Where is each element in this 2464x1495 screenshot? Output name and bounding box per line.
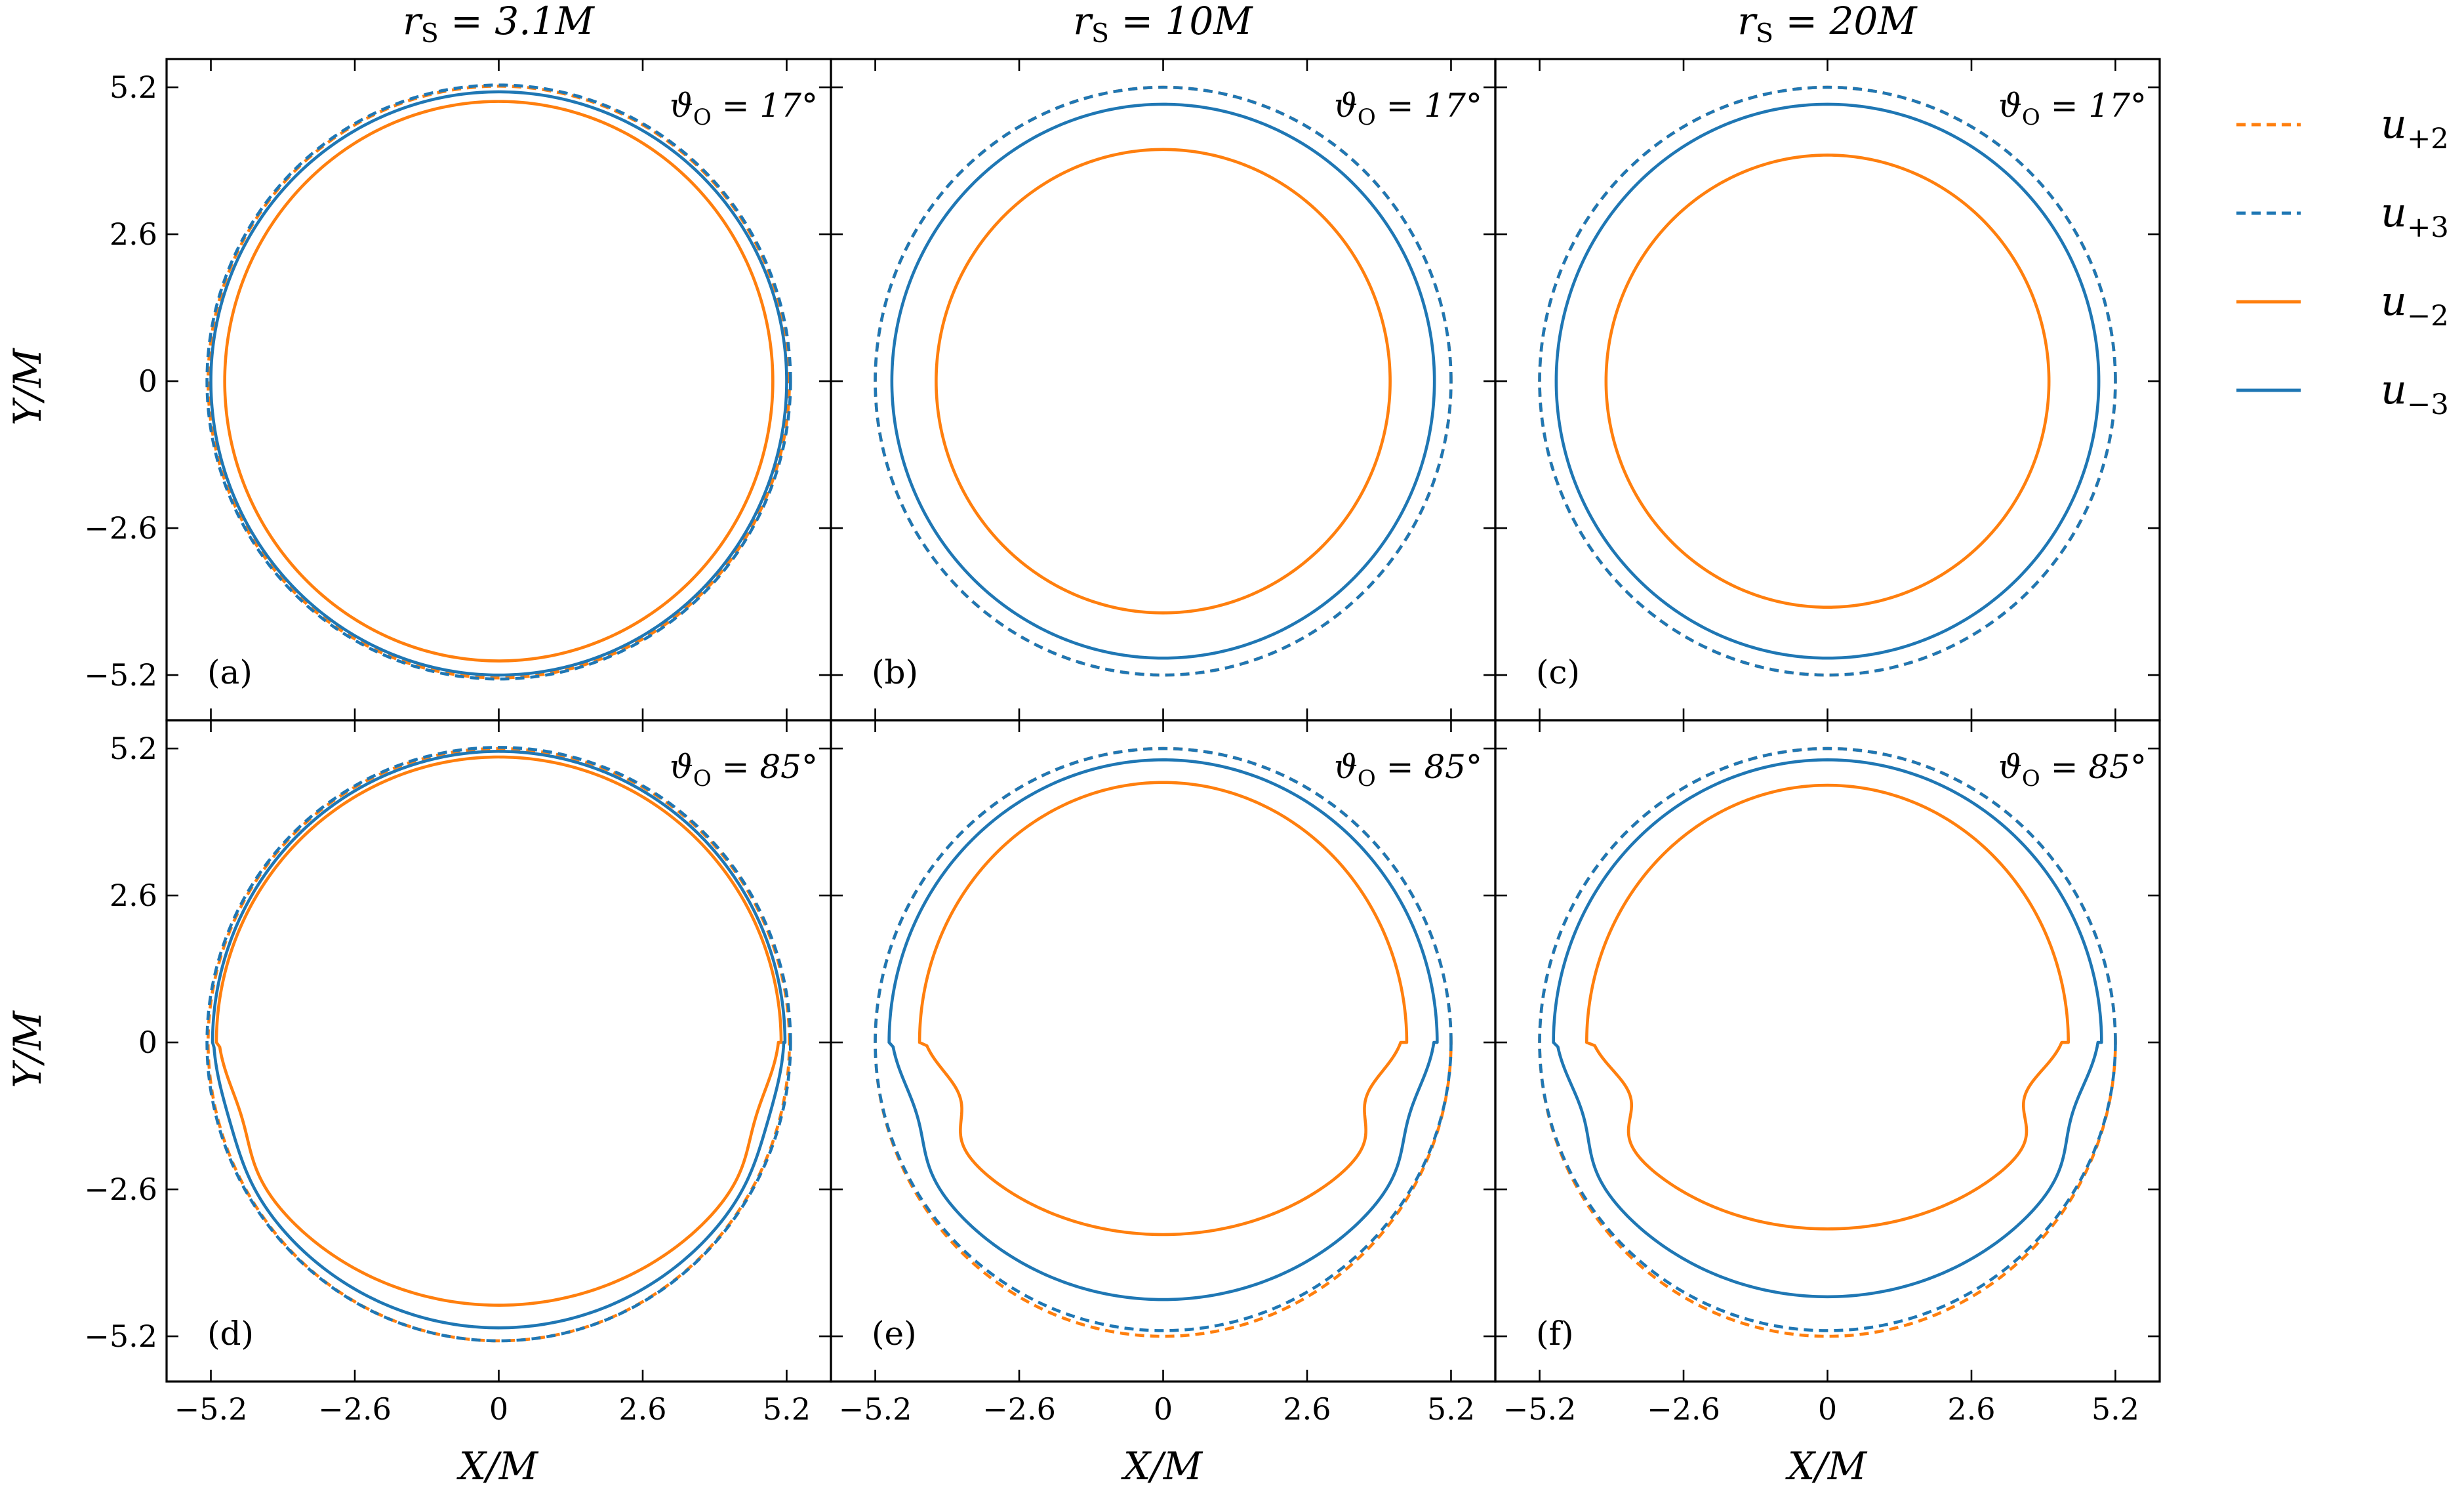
y-tick-label: −2.6 [84, 1172, 157, 1207]
series-uplus3 [205, 83, 792, 681]
series-uminus3 [887, 758, 1439, 1301]
series-uminus2 [223, 100, 775, 663]
legend-item: u−3 [2236, 365, 2449, 421]
panel-label: (d) [207, 1315, 254, 1353]
series-uplus3 [1538, 747, 2117, 1332]
panel-grid: 5.22.60−2.6−5.2ϑO = 17°(a)ϑO = 17°(b)ϑO … [84, 58, 2161, 1427]
inclination-annotation: ϑO = 85° [1334, 748, 1482, 792]
panel-f: −5.2 −2.6 0 2.6 5.2 ϑO = 85° (f) [1494, 719, 2161, 1427]
series-uminus2 [1604, 154, 2051, 609]
x-tick-label: 0 [1818, 1391, 1837, 1427]
panel-label: (f) [1536, 1315, 1574, 1353]
panel-b: ϑO = 17° (b) [830, 58, 1497, 722]
x-axis-label-2: X/M [1121, 1444, 1203, 1488]
x-axis-label-1: X/M [456, 1444, 539, 1488]
y-tick-label: 0 [138, 363, 157, 399]
legend-item: u+2 [2236, 100, 2449, 155]
series-uminus3 [1554, 102, 2101, 660]
series-uplus3 [1538, 85, 2117, 677]
x-tick-label: −5.2 [839, 1391, 912, 1427]
x-tick-label: −2.6 [318, 1391, 392, 1427]
y-tick-label: 2.6 [110, 878, 157, 913]
inclination-annotation: ϑO = 17° [1998, 87, 2147, 131]
x-tick-label: 5.2 [763, 1391, 811, 1427]
column-title-3: rS = 20M [1737, 0, 1918, 49]
y-tick-label: 5.2 [110, 70, 157, 105]
x-tick-label: 5.2 [1427, 1391, 1475, 1427]
y-tick-label: 5.2 [110, 731, 157, 766]
y-tick-label: 0 [138, 1025, 157, 1060]
series-uminus2 [1585, 783, 2070, 1231]
y-tick-label: −2.6 [84, 510, 157, 546]
y-tick-label: 2.6 [110, 216, 157, 252]
curves [205, 746, 792, 1343]
series-uplus3 [874, 747, 1453, 1332]
series-uminus3 [211, 750, 787, 1330]
x-tick-label: 5.2 [2091, 1391, 2139, 1427]
curves [1538, 85, 2117, 677]
series-uminus2 [935, 148, 1392, 615]
legend-label: u−3 [2381, 365, 2449, 421]
panel-e: −5.2 −2.6 0 2.6 5.2 ϑO = 85° (e) [830, 719, 1497, 1427]
series-uminus3 [890, 102, 1436, 660]
y-axis-label-top: Y/M [5, 348, 50, 426]
curves [1538, 747, 2117, 1338]
x-axis-label-3: X/M [1785, 1444, 1868, 1488]
x-tick-label: 2.6 [1947, 1391, 1995, 1427]
y-tick-label: −5.2 [84, 657, 157, 693]
x-tick-label: −5.2 [174, 1391, 248, 1427]
column-title-2: rS = 10M [1073, 0, 1253, 49]
panel-label: (a) [207, 653, 252, 691]
y-tick-label: −5.2 [84, 1319, 157, 1354]
legend: u+2 u+3 u−2 u−3 [2236, 100, 2449, 421]
x-tick-label: −2.6 [982, 1391, 1056, 1427]
panel-label: (c) [1536, 653, 1580, 691]
legend-label: u+3 [2381, 188, 2449, 244]
legend-item: u−2 [2236, 277, 2449, 333]
curves [205, 83, 792, 681]
column-title-1: rS = 3.1M [403, 0, 595, 49]
y-axis-label-bottom: Y/M [5, 1010, 50, 1088]
legend-label: u+2 [2381, 100, 2449, 155]
panel-c: ϑO = 17° (c) [1494, 58, 2161, 722]
x-tick-label: 2.6 [618, 1391, 666, 1427]
x-tick-label: 0 [489, 1391, 508, 1427]
inclination-annotation: ϑO = 17° [670, 87, 818, 131]
series-uplus3 [874, 85, 1453, 677]
legend-item: u+3 [2236, 188, 2449, 244]
legend-label: u−2 [2381, 277, 2449, 333]
series-uminus2 [214, 755, 783, 1307]
series-uplus3 [205, 746, 792, 1343]
curves [874, 747, 1453, 1338]
series-uminus2 [918, 781, 1409, 1237]
panel-label: (e) [872, 1315, 917, 1353]
series-uminus3 [209, 90, 788, 677]
x-tick-label: −5.2 [1503, 1391, 1577, 1427]
inclination-annotation: ϑO = 85° [1998, 748, 2147, 792]
panel-a: 5.2 2.6 0 −2.6 −5.2 ϑO = 17° (a) [84, 58, 832, 722]
x-tick-label: 0 [1154, 1391, 1173, 1427]
inclination-annotation: ϑO = 17° [1334, 87, 1482, 131]
panel-label: (b) [872, 653, 918, 691]
x-tick-label: 2.6 [1283, 1391, 1331, 1427]
series-uminus3 [1552, 758, 2103, 1299]
inclination-annotation: ϑO = 85° [670, 748, 818, 792]
curves [874, 85, 1453, 677]
x-tick-label: −2.6 [1647, 1391, 1720, 1427]
